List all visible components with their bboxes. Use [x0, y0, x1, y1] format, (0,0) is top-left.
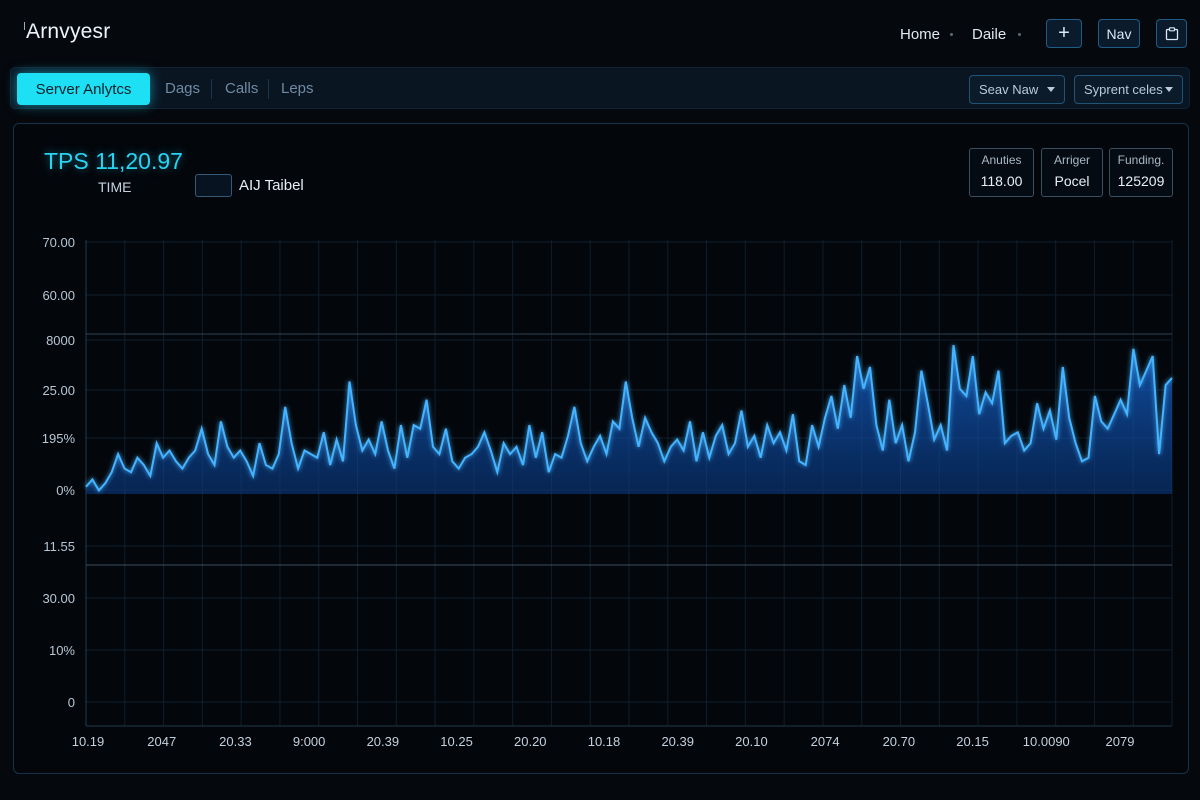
x-tick-label: 20.39: [367, 734, 400, 749]
chevron-down-icon: [1047, 87, 1055, 92]
x-tick-label: 20.70: [883, 734, 916, 749]
x-tick-label: 2074: [811, 734, 840, 749]
brand-mark: [24, 22, 27, 30]
stat-key: Arriger: [1053, 153, 1090, 167]
y-tick-label: 8000: [46, 333, 75, 348]
x-tick-label: 20.10: [735, 734, 768, 749]
stat-card-arriger: Arriger Pocel: [1041, 148, 1103, 197]
stat-card-funding: Funding. 125209: [1109, 148, 1173, 197]
x-tick-label: 20.39: [661, 734, 694, 749]
tab-dags[interactable]: Dags: [165, 79, 201, 97]
stat-value: 125209: [1117, 173, 1165, 189]
series-line: [85, 345, 1173, 493]
chevron-down-icon: [1165, 87, 1173, 92]
y-tick-label: 60.00: [42, 288, 75, 303]
x-tick-label: 2047: [147, 734, 176, 749]
tab-bar: Server Anlytcs Dags Calls Leps Seav Naw …: [10, 67, 1190, 109]
x-tick-label: 2079: [1106, 734, 1135, 749]
x-tick-label: 10.18: [588, 734, 621, 749]
nav-separator: [950, 33, 953, 36]
y-tick-label: 0%: [56, 483, 75, 498]
view-dropdown-label: Seav Naw: [979, 82, 1039, 97]
y-tick-label: 25.00: [42, 383, 75, 398]
y-tick-label: 11.55: [43, 539, 75, 554]
y-tick-label: 10%: [49, 643, 75, 658]
top-bar: Arnvyesr Home Daile + Nav: [0, 0, 1200, 66]
y-tick-label: 195%: [42, 431, 76, 446]
x-tick-label: 20.20: [514, 734, 547, 749]
tps-readout: TPS 11,20.97: [44, 148, 183, 174]
y-tick-label: 30.00: [42, 591, 75, 606]
add-button[interactable]: +: [1046, 19, 1082, 48]
clipboard-icon: [1165, 26, 1178, 40]
stat-key: Anuties: [981, 153, 1022, 167]
tab-server-analytics[interactable]: Server Anlytcs: [17, 73, 150, 105]
tab-calls[interactable]: Calls: [225, 79, 259, 97]
legend-swatch[interactable]: [195, 174, 232, 197]
stat-value: Pocel: [1054, 173, 1090, 189]
legend-label: AIJ Taibel: [239, 177, 304, 194]
x-tick-label: 20.33: [219, 734, 252, 749]
tab-separator: [268, 79, 269, 99]
stat-key: Funding.: [1117, 153, 1165, 167]
x-tick-label: 20.15: [956, 734, 989, 749]
x-axis-ticks: 10.19 2047 20.33 9:000 20.39 10.25 20.20 10.18 2…: [72, 734, 1135, 749]
stat-value: 118.00: [980, 173, 1023, 189]
clipboard-button[interactable]: [1156, 19, 1187, 48]
x-tick-label: 9:000: [293, 734, 326, 749]
tab-leps[interactable]: Leps: [281, 79, 314, 97]
filter-dropdown-label: Syprent celes: [1084, 82, 1163, 97]
x-tick-label: 10.25: [440, 734, 473, 749]
tab-separator: [211, 79, 212, 99]
nav-button[interactable]: Nav: [1098, 19, 1140, 48]
nav-separator: [1018, 33, 1021, 36]
nav-link-home[interactable]: Home: [900, 26, 941, 43]
y-tick-label: 70.00: [42, 235, 75, 250]
x-tick-label: 10.0090: [1023, 734, 1070, 749]
series-area: [86, 345, 1172, 494]
view-dropdown[interactable]: Seav Naw: [969, 75, 1065, 104]
stat-card-anuties: Anuties 118.00: [969, 148, 1034, 197]
app-title: Arnvyesr: [26, 20, 111, 43]
filter-dropdown[interactable]: Syprent celes: [1074, 75, 1183, 104]
x-tick-label: 10.19: [72, 734, 105, 749]
y-tick-label: 0: [68, 695, 75, 710]
time-label: TIME: [98, 179, 132, 195]
y-axis-ticks: 70.00 60.00 8000 25.00 195% 0% 11.55 30.00 10% 0: [42, 235, 76, 710]
nav-link-daile[interactable]: Daile: [972, 26, 1007, 43]
